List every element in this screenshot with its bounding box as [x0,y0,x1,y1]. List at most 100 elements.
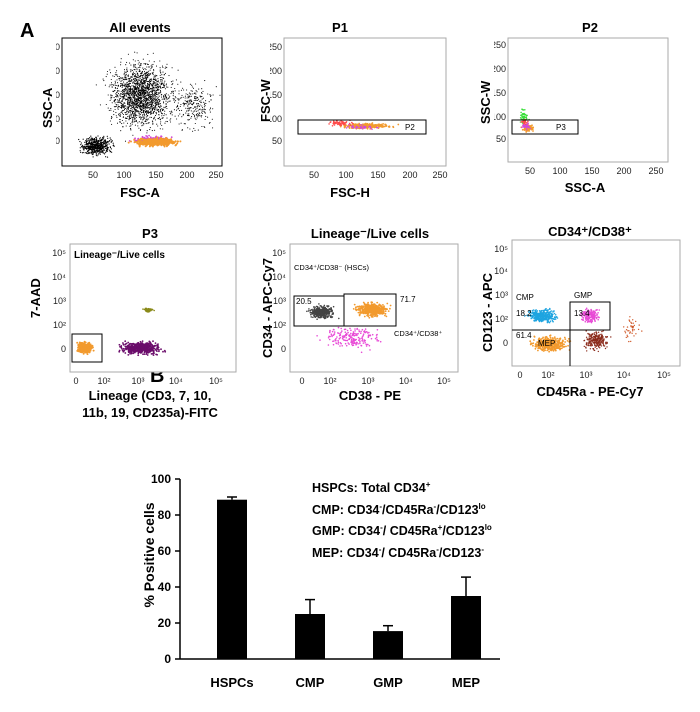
scatter-dot [124,352,127,354]
scatter-dot [528,128,530,131]
scatter-dot [149,91,152,93]
scatter-dot [138,94,141,96]
scatter-dot [152,95,154,97]
scatter-dot [89,138,91,141]
scatter-dot [144,87,146,89]
scatter-dot [141,88,143,90]
scatter-dot [135,120,137,122]
scatter-dot [99,152,101,154]
scatter-dot [147,111,149,113]
scatter-dot [152,71,154,74]
scatter-dot [143,95,145,97]
scatter-dot [171,84,173,86]
scatter-dot [90,145,92,147]
scatter-dot [126,67,128,69]
scatter-dot [377,126,379,129]
scatter-dot [152,81,154,83]
scatter-dot [215,86,217,88]
scatter-dot [79,347,82,350]
scatter-dot [157,343,159,345]
scatter-dot [161,82,163,84]
scatter-dot [125,64,127,66]
scatter-dot [119,79,121,81]
scatter-dot [156,82,158,84]
scatter-dot [114,66,116,68]
scatter-dot [371,125,374,128]
scatter-dot [156,103,158,105]
scatter-dot [348,126,351,128]
scatter-dot [150,94,152,96]
scatter-dot [198,113,200,115]
scatter-dot [116,101,118,103]
scatter-dot [189,128,191,130]
scatter-dot [154,106,156,108]
scatter-dot [312,308,314,311]
scatter-dot [172,80,174,82]
scatter-dot [371,128,373,131]
scatter-dot [134,347,137,349]
scatter-dot [131,347,134,350]
scatter-dot [188,97,190,99]
scatter-dot [108,86,110,88]
scatter-dot [143,99,145,101]
scatter-dot [145,352,148,354]
scatter-dot [146,118,148,120]
scatter-p3: Lineage⁻/Live cells 0 10² 10³ 10⁴ 10⁵ 0 … [52,243,237,386]
scatter-dot [137,104,139,106]
scatter-dot [135,84,137,86]
scatter-dot [388,126,391,128]
scatter-dot [352,127,355,129]
scatter-dot [150,95,152,97]
scatter-dot [137,73,139,75]
scatter-dot [85,143,88,145]
scatter-dot [161,79,163,81]
scatter-dot [121,123,123,125]
scatter-dot [149,345,152,348]
scatter-dot [154,98,156,100]
scatter-dot [83,147,85,149]
scatter-dot [128,348,130,351]
scatter-dot [124,111,126,114]
scatter-dot [150,113,153,115]
scatter-dot [152,92,154,94]
scatter-dot [132,352,135,355]
scatter-dot [170,110,173,112]
scatter-dot [137,96,139,98]
scatter-dot [161,76,163,79]
scatter-dot [182,114,184,116]
scatter-dot [157,125,159,127]
scatter-dot [139,106,141,108]
scatter-dot [123,102,125,104]
scatter-dot [157,80,159,82]
scatter-dot [146,66,148,68]
scatter-dot [157,83,159,85]
scatter-dot [149,116,151,118]
scatter-dot [176,118,178,120]
scatter-dot [137,125,139,127]
scatter-dot [95,84,97,86]
scatter-dot [136,88,138,90]
scatter-dot [132,82,134,84]
scatter-dot [133,83,135,85]
scatter-dot [108,141,110,143]
scatter-dot [183,105,185,107]
scatter-dot [141,110,143,112]
scatter-dot [120,90,122,93]
scatter-dot [191,86,193,88]
scatter-dot [323,304,326,307]
scatter-dot [135,73,137,75]
scatter-dot [178,90,180,92]
scatter-dot [94,141,96,143]
scatter-dot [109,72,112,74]
scatter-dot [140,84,142,86]
scatter-dot [149,129,151,131]
scatter-dot [175,143,178,146]
scatter-dot [125,348,127,350]
scatter-dot [144,138,147,141]
scatter-dot [157,104,159,106]
scatter-dot [98,152,100,154]
scatter-dot [521,116,524,118]
scatter-dot [124,107,127,109]
scatter-dot [202,110,204,112]
scatter-dot [141,349,144,351]
